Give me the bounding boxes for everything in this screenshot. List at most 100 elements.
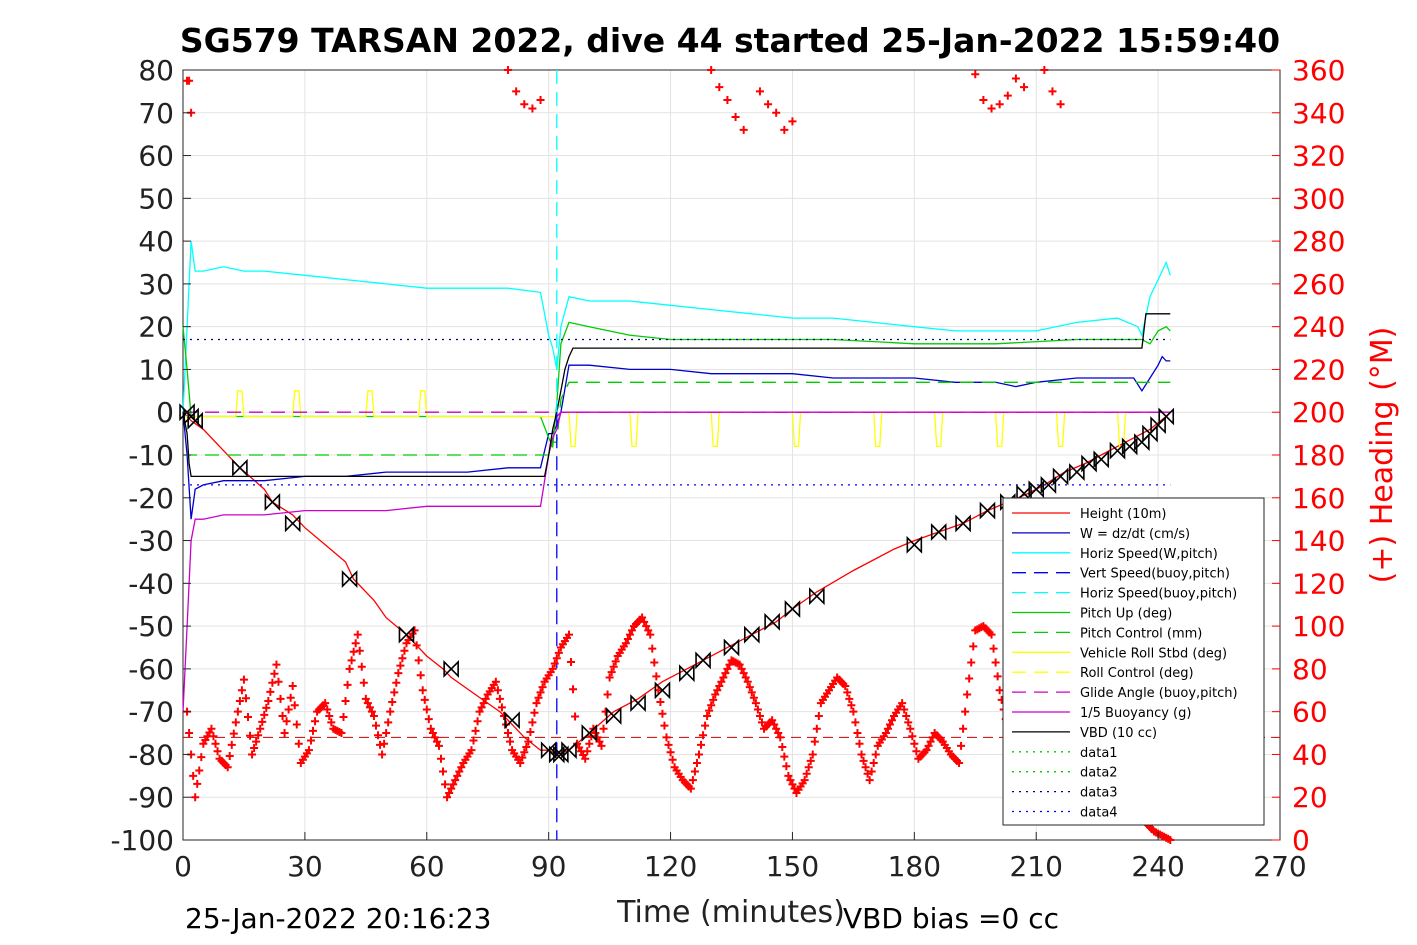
height-marker <box>654 681 671 700</box>
heading-point <box>855 739 864 748</box>
heading-point <box>887 716 896 725</box>
heading-point <box>471 726 480 735</box>
heading-point <box>668 755 677 764</box>
heading-point <box>898 699 907 708</box>
heading-point <box>924 741 933 750</box>
heading-point <box>564 630 573 639</box>
heading-point <box>390 688 399 697</box>
heading-point <box>739 669 748 678</box>
heading-point <box>621 639 630 648</box>
heading-point <box>197 753 206 762</box>
heading-point <box>593 733 602 742</box>
heading-point <box>581 754 590 763</box>
height-marker <box>561 741 577 760</box>
heading-point <box>609 662 618 671</box>
heading-point <box>445 788 454 797</box>
heading-point-top <box>536 95 545 104</box>
legend-label: W = dz/dt (cm/s) <box>1080 527 1190 542</box>
height-marker <box>930 523 947 541</box>
right-y-tick-label: 60 <box>1292 696 1328 729</box>
right-y-tick-label: 180 <box>1292 439 1345 472</box>
heading-point <box>424 715 433 724</box>
heading-point <box>660 721 669 730</box>
heading-point <box>648 644 657 653</box>
heading-point <box>646 630 655 639</box>
y-tick-label: 10 <box>138 353 174 386</box>
heading-point <box>536 688 545 697</box>
height-marker <box>540 741 557 760</box>
chart-title: SG579 TARSAN 2022, dive 44 started 25-Ja… <box>180 21 1280 60</box>
legend-label: data3 <box>1080 786 1118 801</box>
heading-point <box>189 771 198 780</box>
heading-point <box>690 767 699 776</box>
heading-point-top <box>1056 100 1065 109</box>
height-marker <box>723 638 740 657</box>
heading-point <box>1166 836 1175 844</box>
y-tick-label: -20 <box>128 482 174 515</box>
heading-point <box>910 739 919 748</box>
height-marker <box>1109 441 1126 460</box>
heading-point <box>280 729 289 738</box>
y-tick-label: -50 <box>128 610 174 643</box>
heading-point <box>571 712 580 721</box>
heading-point <box>430 733 439 742</box>
heading-point <box>705 706 714 715</box>
height-marker <box>605 707 622 725</box>
heading-point <box>250 744 259 753</box>
height-marker <box>679 664 695 683</box>
heading-point <box>284 705 293 714</box>
series-line-horiz-speed-w-pitch <box>182 241 1171 413</box>
heading-point <box>422 705 431 714</box>
heading-point <box>741 673 750 682</box>
heading-point <box>753 705 762 714</box>
heading-point <box>266 687 275 696</box>
heading-point <box>810 737 819 746</box>
heading-point <box>776 733 785 742</box>
right-y-tick-label: 40 <box>1292 738 1328 771</box>
heading-point-top <box>772 108 781 117</box>
heading-point <box>802 769 811 778</box>
heading-point <box>256 724 265 733</box>
y-tick-label: 40 <box>138 225 174 258</box>
heading-point <box>715 682 724 690</box>
heading-point <box>367 707 376 716</box>
height-marker <box>1081 454 1097 473</box>
heading-point <box>784 771 793 780</box>
height-marker <box>979 501 996 520</box>
heading-point <box>800 776 809 785</box>
height-marker <box>1158 407 1175 426</box>
heading-point <box>885 720 894 729</box>
heading-point <box>327 718 336 727</box>
heading-point <box>323 705 332 714</box>
heading-point <box>989 644 998 653</box>
heading-point-top <box>528 104 537 113</box>
legend-label: Horiz Speed(buoy,pitch) <box>1080 587 1237 602</box>
heading-point <box>272 660 281 669</box>
heading-point <box>550 659 559 668</box>
heading-point <box>812 724 821 733</box>
y-tick-label: 50 <box>138 182 174 215</box>
heading-point <box>774 729 783 738</box>
heading-point <box>625 630 634 639</box>
y-tick-label: -80 <box>128 738 174 771</box>
heading-point <box>967 658 976 667</box>
heading-point <box>369 711 378 720</box>
heading-point <box>241 694 250 703</box>
heading-point <box>788 780 797 789</box>
heading-point <box>603 690 612 699</box>
heading-point <box>193 779 202 788</box>
right-y-tick-label: 80 <box>1292 653 1328 686</box>
heading-point <box>717 677 726 686</box>
y-tick-label: 0 <box>156 396 174 429</box>
heading-point <box>583 747 592 756</box>
heading-point <box>506 737 515 746</box>
x-axis-label: Time (minutes) <box>616 895 845 930</box>
heading-point <box>410 626 419 635</box>
heading-point <box>449 780 458 789</box>
heading-point <box>412 641 421 650</box>
heading-point <box>735 660 744 669</box>
heading-point <box>587 732 596 741</box>
x-tick-label: 150 <box>766 850 819 883</box>
heading-point <box>591 729 600 738</box>
heading-point <box>755 711 764 720</box>
